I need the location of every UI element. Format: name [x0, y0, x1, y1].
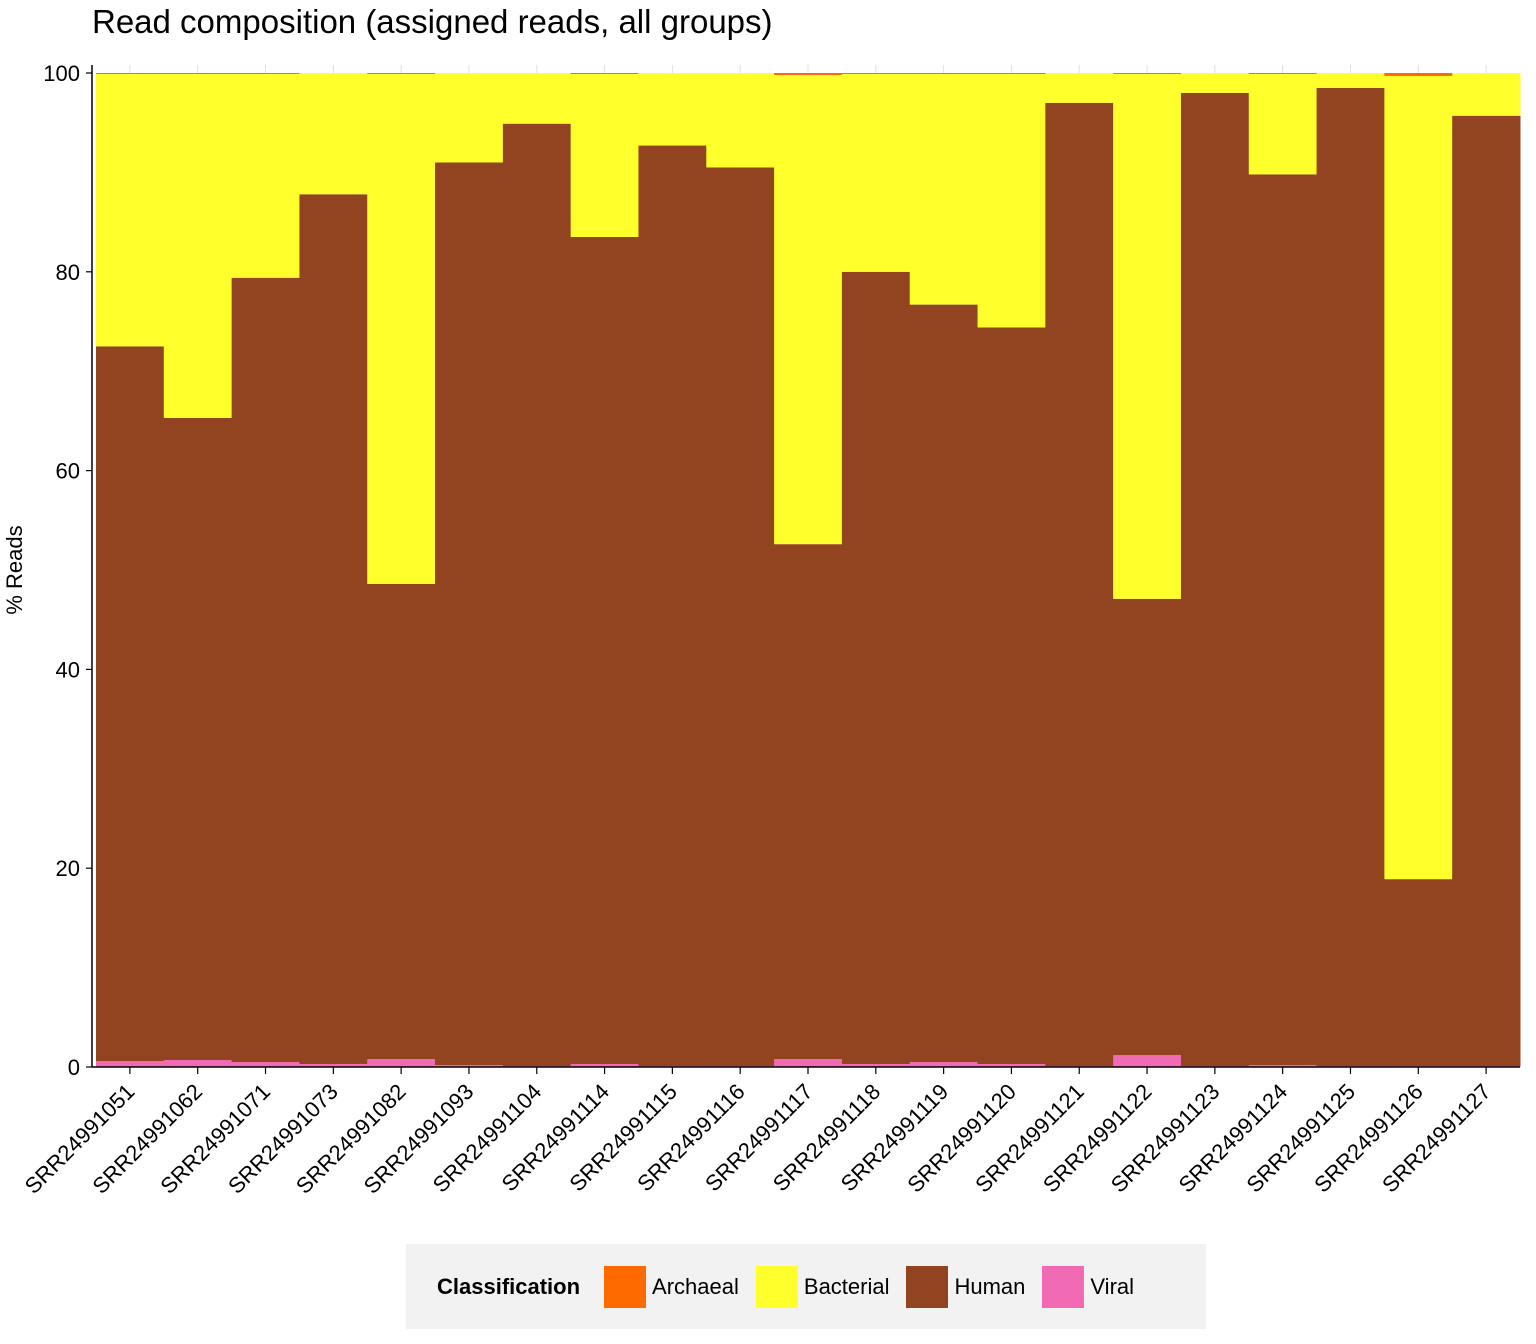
bar-segment-bacterial-SRR24991126 — [1384, 75, 1453, 880]
bar-segment-human-SRR24991082 — [367, 583, 436, 1060]
legend-item-human: Human — [906, 1265, 1026, 1308]
bar-segment-bacterial-SRR24991117 — [774, 74, 843, 545]
legend-label-human: Human — [954, 1273, 1026, 1299]
bar-segment-human-SRR24991104 — [502, 123, 572, 1066]
bar-segment-archaeal-SRR24991120 — [977, 73, 1046, 74]
bar-segment-bacterial-SRR24991119 — [909, 73, 979, 305]
bar-segment-bacterial-SRR24991082 — [367, 73, 436, 584]
bar-segment-viral-SRR24991118 — [841, 1064, 911, 1067]
bar-segment-bacterial-SRR24991122 — [1113, 73, 1182, 599]
bar-segment-human-SRR24991073 — [299, 194, 368, 1065]
bar-segment-archaeal-SRR24991062 — [163, 73, 233, 74]
bar-segment-bacterial-SRR24991116 — [706, 73, 775, 168]
bar-segment-viral-SRR24991117 — [774, 1059, 843, 1067]
bar-segment-archaeal-SRR24991114 — [570, 73, 639, 74]
bar-segment-human-SRR24991122 — [1113, 598, 1182, 1056]
y-tick-label-80: 80 — [56, 260, 80, 285]
y-tick-label-60: 60 — [56, 459, 80, 484]
bar-segment-viral-SRR24991093 — [435, 1065, 504, 1067]
bar-segment-archaeal-SRR24991119 — [909, 73, 979, 74]
bar-segment-bacterial-SRR24991104 — [502, 73, 572, 124]
bar-segment-human-SRR24991125 — [1316, 87, 1385, 1067]
legend-title: Classification — [437, 1273, 581, 1299]
bar-segment-human-SRR24991114 — [570, 237, 639, 1065]
bar-segment-viral-SRR24991082 — [367, 1059, 436, 1067]
bar-segment-human-SRR24991118 — [841, 271, 911, 1065]
legend-swatch-human — [906, 1265, 949, 1308]
bar-segment-archaeal-SRR24991124 — [1248, 73, 1318, 74]
bar-segment-human-SRR24991121 — [1045, 102, 1114, 1067]
legend: Classification Archaeal Bacterial Human Vir… — [406, 1244, 1206, 1329]
bar-segment-viral-SRR24991120 — [977, 1064, 1046, 1067]
bar-segment-archaeal-SRR24991051 — [96, 73, 165, 74]
y-tick-label-40: 40 — [56, 657, 80, 682]
legend-swatch-bacterial — [755, 1265, 798, 1308]
bar-segment-human-SRR24991126 — [1384, 879, 1453, 1066]
bar-segment-bacterial-SRR24991123 — [1180, 73, 1250, 93]
y-tick-label-20: 20 — [56, 856, 80, 881]
legend-swatch-archaeal — [604, 1265, 647, 1308]
bar-segment-archaeal-SRR24991126 — [1384, 73, 1453, 76]
bar-segment-bacterial-SRR24991125 — [1316, 73, 1385, 88]
bar-segment-human-SRR24991062 — [163, 417, 233, 1061]
bar-segment-human-SRR24991120 — [977, 327, 1046, 1065]
bar-segment-human-SRR24991115 — [638, 145, 707, 1066]
bar-segment-human-SRR24991071 — [231, 277, 300, 1063]
legend-item-viral: Viral — [1042, 1265, 1135, 1308]
legend-item-archaeal: Archaeal — [604, 1265, 739, 1308]
bar-segment-bacterial-SRR24991114 — [570, 73, 639, 238]
legend-label-bacterial: Bacterial — [803, 1273, 890, 1299]
bar-segment-human-SRR24991127 — [1452, 115, 1521, 1067]
bar-segment-archaeal-SRR24991118 — [841, 73, 911, 74]
bar-segment-viral-SRR24991073 — [299, 1064, 368, 1067]
y-tick-label-100: 100 — [43, 61, 80, 86]
bar-segment-viral-SRR24991051 — [96, 1061, 165, 1067]
bar-segment-human-SRR24991123 — [1180, 92, 1250, 1067]
bar-segment-bacterial-SRR24991120 — [977, 73, 1046, 328]
chart-title: Read composition (assigned reads, all gr… — [92, 3, 773, 40]
bar-segment-bacterial-SRR24991093 — [435, 73, 504, 163]
bar-segment-human-SRR24991119 — [909, 304, 979, 1063]
bar-segment-viral-SRR24991124 — [1248, 1065, 1318, 1067]
bar-segment-archaeal-SRR24991122 — [1113, 73, 1182, 74]
bar-segment-human-SRR24991124 — [1248, 174, 1318, 1066]
bar-segment-archaeal-SRR24991117 — [774, 73, 843, 75]
bar-segment-bacterial-SRR24991115 — [638, 73, 707, 146]
bar-segment-bacterial-SRR24991127 — [1452, 73, 1521, 116]
legend-label-archaeal: Archaeal — [652, 1273, 739, 1299]
bar-segment-archaeal-SRR24991071 — [231, 73, 300, 74]
bar-segment-bacterial-SRR24991073 — [299, 73, 368, 195]
bar-segment-viral-SRR24991122 — [1113, 1055, 1182, 1067]
bar-segment-bacterial-SRR24991121 — [1045, 73, 1114, 103]
legend-swatch-viral — [1042, 1265, 1085, 1308]
bar-segment-archaeal-SRR24991082 — [367, 73, 436, 74]
bar-segment-bacterial-SRR24991051 — [96, 73, 165, 347]
bar-segment-viral-SRR24991119 — [909, 1062, 979, 1067]
legend-item-bacterial: Bacterial — [755, 1265, 890, 1308]
bar-segment-human-SRR24991051 — [96, 346, 165, 1062]
bar-segment-bacterial-SRR24991118 — [841, 73, 911, 272]
y-tick-label-0: 0 — [68, 1055, 80, 1080]
bar-segment-human-SRR24991093 — [435, 162, 504, 1066]
bar-segment-viral-SRR24991071 — [231, 1062, 300, 1067]
bar-segment-viral-SRR24991062 — [163, 1060, 233, 1067]
bar-segment-bacterial-SRR24991124 — [1248, 73, 1318, 175]
bar-segment-human-SRR24991116 — [706, 167, 775, 1067]
bar-segment-viral-SRR24991114 — [570, 1064, 639, 1067]
legend-label-viral: Viral — [1090, 1273, 1135, 1299]
bar-segment-bacterial-SRR24991071 — [231, 73, 300, 278]
bar-segment-bacterial-SRR24991062 — [163, 73, 233, 418]
y-axis-label: % Reads — [2, 525, 27, 614]
bar-segment-human-SRR24991117 — [774, 544, 843, 1060]
